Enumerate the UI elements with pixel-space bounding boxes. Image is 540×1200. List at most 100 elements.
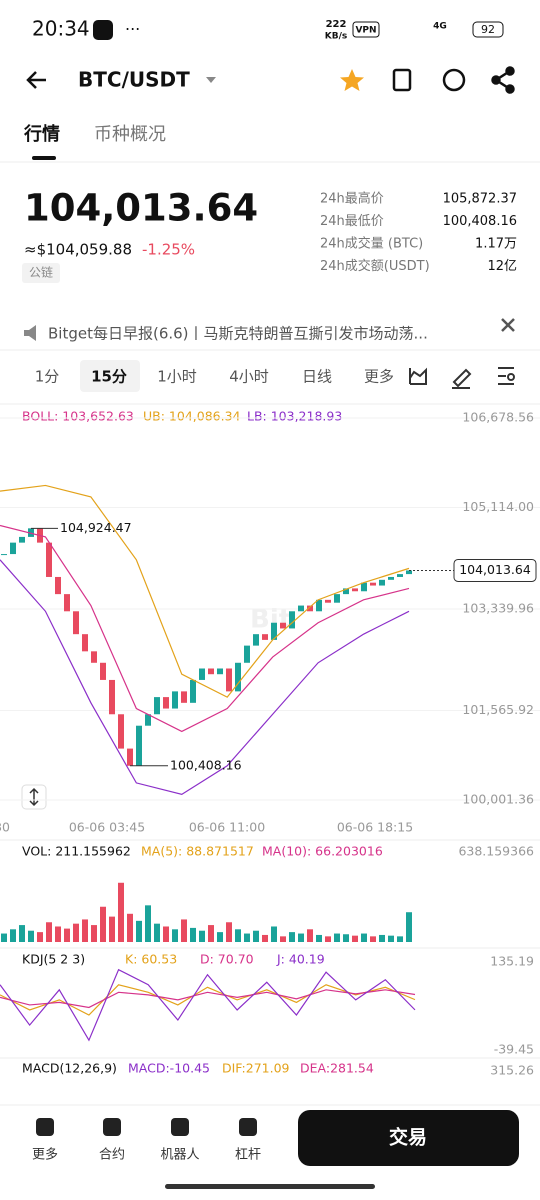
interval[interactable]: 4小时	[229, 368, 269, 386]
kdj-d	[0, 989, 416, 1009]
candle	[226, 668, 232, 692]
candle	[100, 662, 106, 680]
candle	[154, 697, 160, 715]
candle	[1, 554, 7, 556]
news[interactable]: Bitget每日早报(6.6)丨马斯克特朗普互撕引发市场动荡...	[48, 325, 428, 343]
candle	[208, 668, 214, 675]
pair-dropdown[interactable]	[206, 77, 216, 83]
back-button[interactable]	[26, 71, 46, 89]
volume-bar	[118, 882, 124, 942]
candle	[145, 714, 151, 726]
stat-value: 1.17万	[475, 237, 517, 252]
notes-icon[interactable]	[392, 68, 412, 92]
nav-icon	[103, 1118, 121, 1136]
high-label: 104,924.47	[60, 520, 132, 535]
battery-box	[472, 21, 504, 38]
trade-button[interactable]	[298, 1110, 519, 1166]
net-speed: 222	[326, 19, 347, 30]
volume-bar	[325, 936, 331, 942]
candle	[19, 536, 25, 543]
boll-upper	[0, 484, 410, 698]
volume-bar	[154, 923, 160, 942]
nav-label[interactable]: 更多	[32, 1147, 58, 1163]
price-change: -1.25%	[142, 241, 195, 259]
volume-bar	[253, 930, 259, 942]
interval-active-bg	[80, 360, 140, 392]
nav-label[interactable]: 机器人	[160, 1148, 199, 1163]
candle	[235, 662, 241, 692]
trade-label: 交易	[389, 1126, 427, 1149]
nav-label[interactable]: 杠杆	[235, 1147, 261, 1163]
tag: 公链	[29, 265, 53, 280]
candle	[91, 651, 97, 663]
volume-bar	[343, 934, 349, 942]
candle	[28, 528, 34, 537]
candle	[334, 594, 340, 603]
candle	[370, 582, 376, 586]
nav-icon	[239, 1118, 257, 1136]
candle	[397, 574, 403, 577]
candle	[217, 668, 223, 675]
volume-bar	[289, 932, 295, 942]
interval[interactable]: 1小时	[157, 368, 197, 386]
volume-bar	[397, 936, 403, 942]
candle	[298, 605, 304, 612]
volume-bar	[91, 925, 97, 942]
volume-bar	[37, 932, 43, 942]
macd-label: MACD:-10.45	[128, 1061, 210, 1076]
volume-bar	[334, 933, 340, 942]
volume-bar	[316, 934, 322, 942]
interval[interactable]: 日线	[302, 368, 332, 386]
x-app-icon	[93, 20, 113, 40]
y-tick-label: 106,678.56	[462, 410, 534, 425]
candle	[379, 579, 385, 586]
candle	[55, 576, 61, 595]
stat-label: 24h最高价	[320, 191, 384, 207]
candle	[307, 605, 313, 612]
stat-label: 24h成交量 (BTC)	[320, 236, 423, 252]
battery: 92	[481, 23, 495, 36]
stat-value: 100,408.16	[443, 214, 517, 229]
volume-bar	[307, 929, 313, 942]
alert-icon[interactable]	[442, 68, 466, 92]
usd-price: ≈$104,059.88	[24, 241, 132, 259]
kdj-tick-label: -39.45	[494, 1042, 534, 1057]
volume-bar	[82, 919, 88, 942]
x-tick-label: 06-06 03:45	[69, 820, 145, 835]
vol-label: MA(5): 88.871517	[141, 844, 254, 859]
candle	[244, 645, 250, 663]
volume-bar	[226, 922, 232, 942]
volume-bar	[46, 922, 52, 942]
vol-label: MA(10): 66.203016	[262, 844, 383, 859]
volume-bar	[55, 926, 61, 942]
volume-bar	[100, 906, 106, 942]
pair-title[interactable]: BTC/USDT	[78, 68, 190, 92]
tag-bg	[22, 263, 60, 283]
stat-label: 24h成交额(USDT)	[320, 258, 430, 274]
chart-tools[interactable]	[409, 367, 515, 389]
interval[interactable]: 更多	[364, 368, 394, 386]
x-tick-label: 06-06 11:00	[189, 820, 265, 835]
volume-bar	[190, 927, 196, 942]
news-close[interactable]	[501, 318, 515, 332]
tab-active[interactable]: 行情	[23, 123, 60, 145]
volume-bar	[1, 933, 7, 942]
candle	[271, 622, 277, 640]
volume-bar	[352, 935, 358, 942]
candle	[82, 634, 88, 652]
tab[interactable]: 币种概况	[94, 124, 166, 145]
candle	[163, 697, 169, 709]
share-icon[interactable]	[491, 66, 515, 94]
volume-bar	[163, 926, 169, 942]
volume-bar	[379, 934, 385, 942]
candle	[262, 634, 268, 640]
nav-icon	[36, 1118, 54, 1136]
volume-bar	[235, 929, 241, 942]
favorite-star[interactable]	[340, 69, 364, 91]
nav-label[interactable]: 合约	[99, 1148, 125, 1163]
interval[interactable]: 15分	[91, 368, 127, 386]
interval[interactable]: 1分	[35, 368, 60, 386]
stat-value: 12亿	[487, 259, 517, 274]
macd-label: DIF:271.09	[222, 1061, 290, 1076]
